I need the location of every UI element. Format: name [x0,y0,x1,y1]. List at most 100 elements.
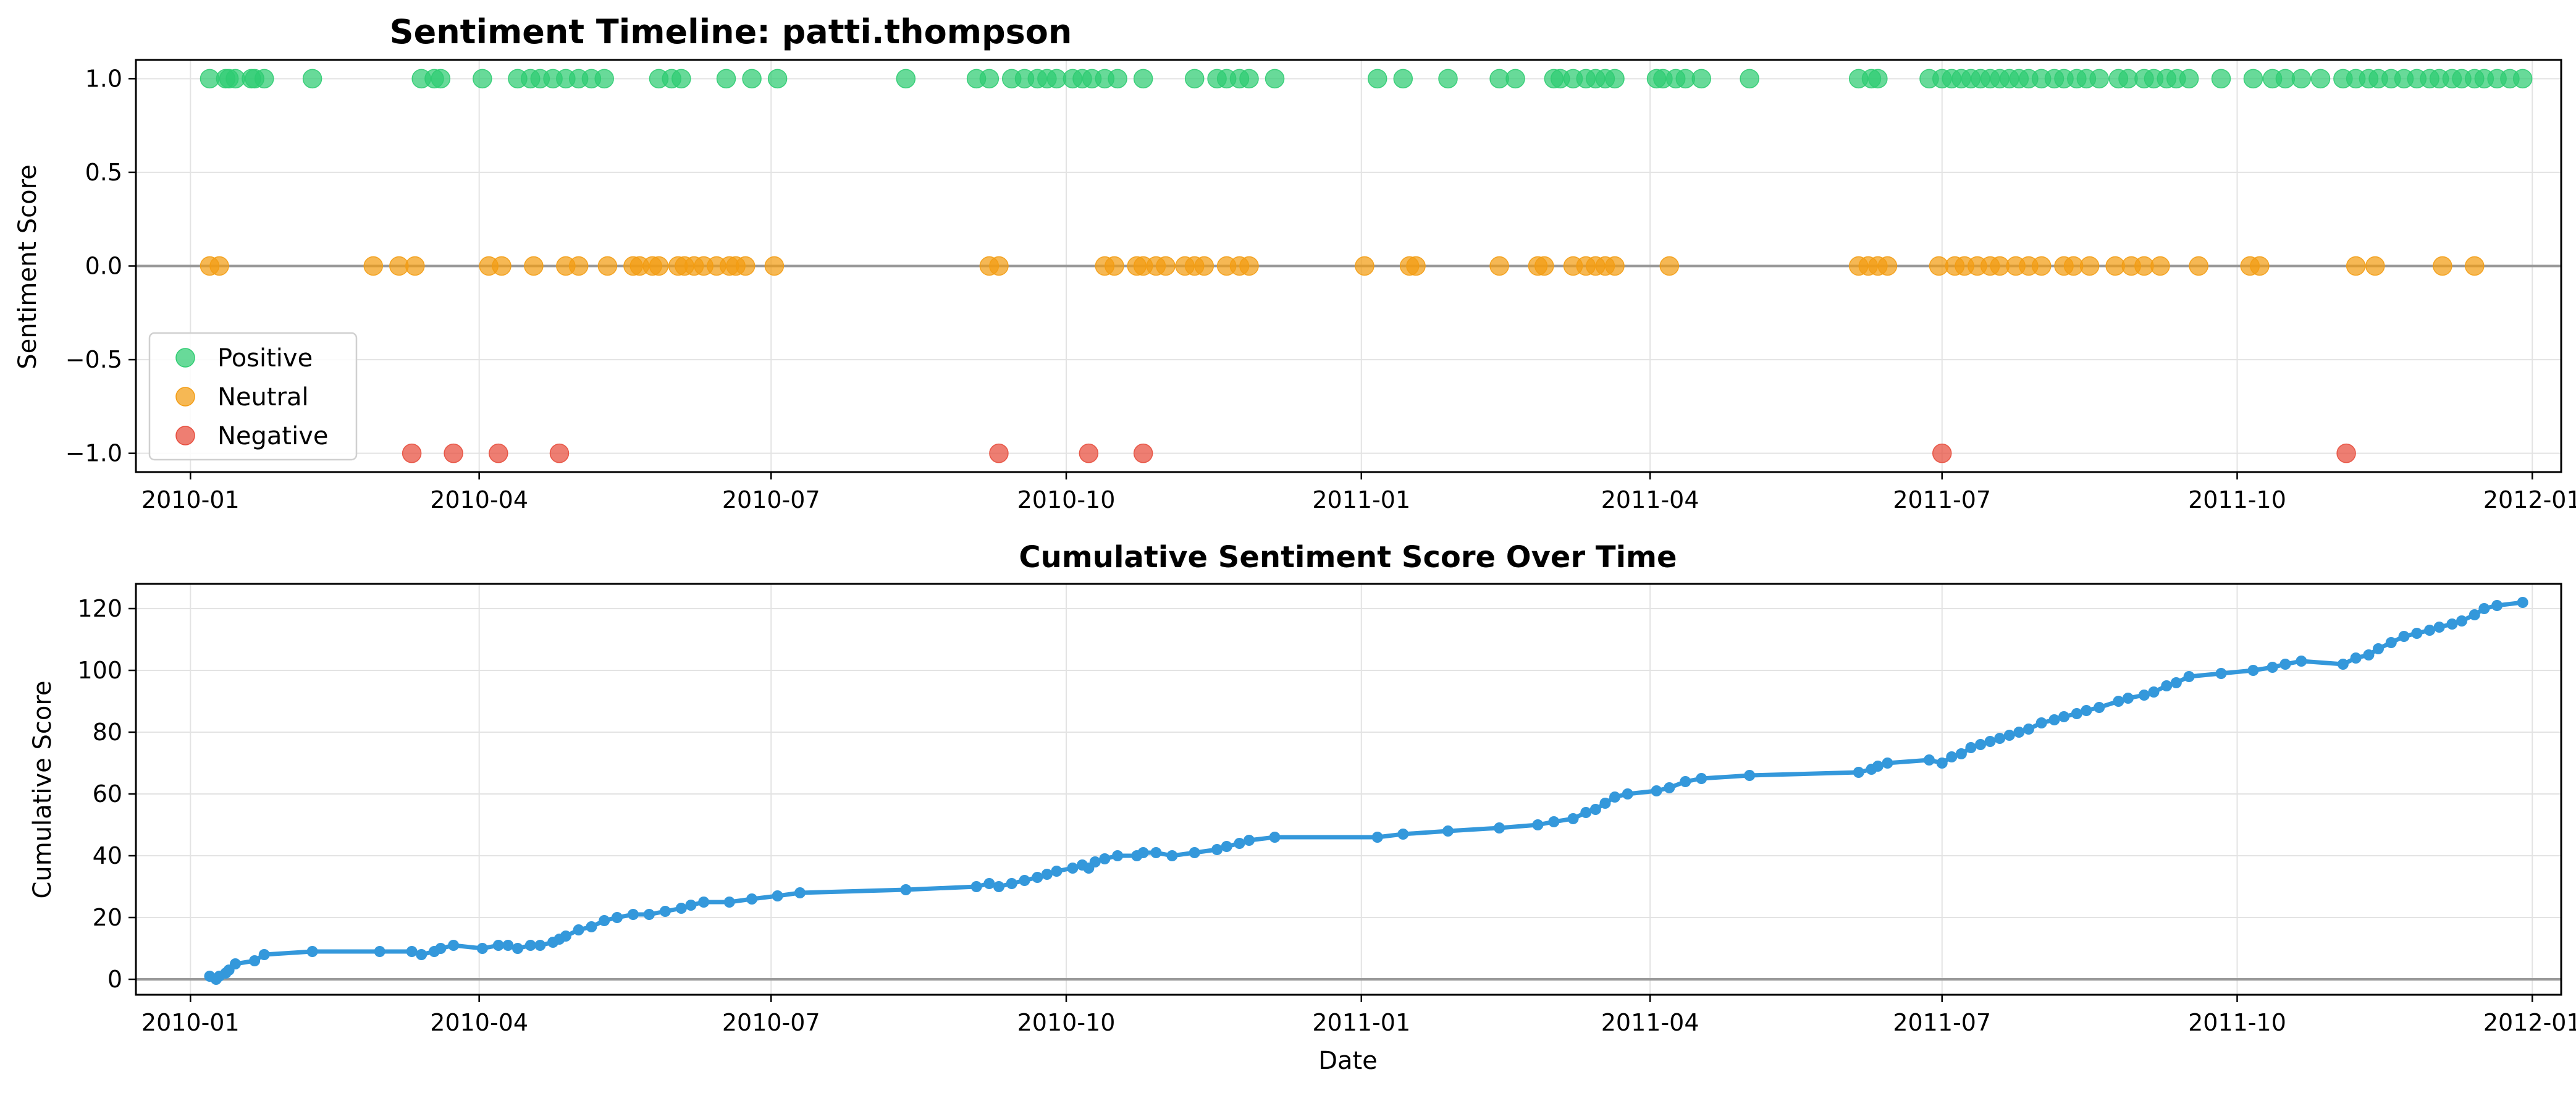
data-point [306,946,318,957]
data-point [1371,832,1383,843]
data-point [2291,69,2312,89]
data-point [492,256,511,276]
data-point [675,903,687,914]
data-point [2113,696,2124,707]
data-point [989,443,1009,463]
y-tick-label: −1.0 [65,440,122,467]
x-tick-label: 2010-01 [141,1009,240,1036]
data-point [476,943,488,954]
chart-title: Sentiment Timeline: patti.thompson [390,12,1072,51]
data-point [1442,825,1454,837]
data-point [594,69,614,89]
data-point [1079,443,1099,463]
series-negative [402,443,2356,463]
data-point [2424,625,2436,636]
data-point [573,924,584,935]
data-point [1234,838,1245,849]
data-point [2138,690,2150,701]
data-point [502,940,514,951]
data-point [1367,69,1387,89]
y-tick-label: 0.5 [85,159,122,186]
data-point [1265,69,1285,89]
data-point [685,900,697,911]
y-tick-label: 0.0 [85,253,122,280]
data-point [716,69,736,89]
x-tick-label: 2011-10 [2188,486,2286,513]
data-point [1137,847,1149,858]
data-point [671,69,691,89]
data-point [444,443,463,463]
data-point [1211,844,1223,855]
data-point [249,955,261,966]
data-point [1923,754,1935,766]
data-point [597,256,618,276]
data-point [492,940,504,951]
series-neutral [200,256,2485,276]
legend-box [148,332,358,461]
y-tick-label: −0.5 [65,346,122,373]
data-point [1609,791,1621,803]
data-point [1489,256,1509,276]
data-point [2058,711,2070,722]
data-point [1877,256,1898,276]
y-tick-label: 60 [93,780,122,808]
data-point [1882,758,1893,769]
data-point [611,912,623,923]
data-point [1691,69,1711,89]
data-point [1853,767,1864,778]
cumulative-score-panel: Cumulative Sentiment Score Over Time Cum… [28,540,2576,1075]
data-point [448,940,460,951]
data-point [524,256,544,276]
data-point [1868,69,1888,89]
data-point [1397,829,1409,840]
series-cumulative-score [204,597,2528,985]
data-point [2148,686,2160,698]
y-axis-label: Sentiment Score [14,164,42,369]
data-point [2094,702,2105,713]
data-point [2179,69,2199,89]
data-point [698,897,710,908]
plot-frame [135,59,2562,473]
data-point [900,884,912,895]
data-point [2478,603,2490,614]
data-point [473,69,492,89]
data-point [2469,609,2480,620]
data-point [2081,705,2092,716]
x-tick-label: 2011-07 [1893,1009,1991,1036]
data-point [2079,256,2100,276]
data-point [2022,724,2034,735]
data-point [1133,443,1153,463]
data-point [1605,69,1625,89]
data-point [405,256,425,276]
data-point [1393,69,1413,89]
data-point [2296,656,2307,667]
data-point [568,256,589,276]
y-tick-label: 100 [77,657,122,684]
data-point [1567,813,1579,824]
data-point [2336,443,2356,463]
sentiment-timeline-panel: Sentiment Timeline: patti.thompson Senti… [14,12,2576,513]
data-point [2048,714,2060,725]
data-point [1946,751,1958,762]
data-point [2385,637,2397,648]
data-point [302,69,322,89]
series-positive [200,69,2533,89]
plot-frame [135,583,2562,996]
data-point [735,256,756,276]
data-point [2071,708,2082,719]
data-point [374,946,385,957]
data-point [2215,668,2227,679]
data-point [1548,816,1560,827]
data-point [1105,256,1124,276]
data-point [2310,69,2331,89]
data-point [896,69,916,89]
legend-marker [175,348,195,368]
data-point [1955,748,1967,759]
data-point [2337,659,2349,670]
data-point [2365,256,2385,276]
data-point [1994,733,2006,744]
data-point [1740,69,1759,89]
data-point [2250,256,2270,276]
data-point [363,256,384,276]
data-point [746,893,758,905]
